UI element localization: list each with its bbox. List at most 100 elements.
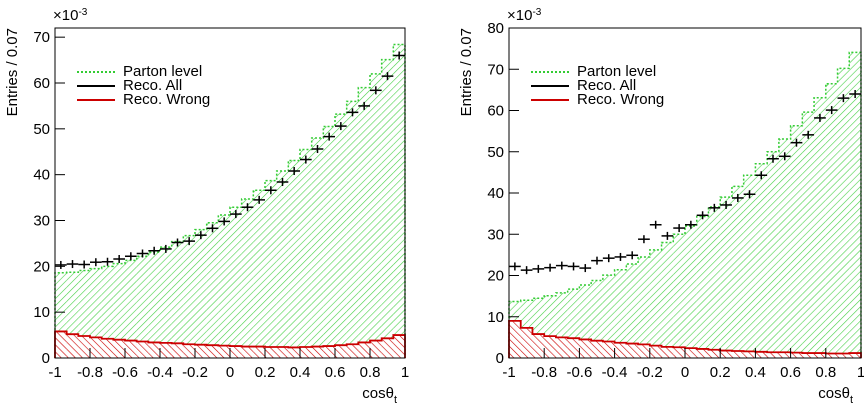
histogram-bin bbox=[230, 207, 242, 358]
x-tick-label: -0.2 bbox=[637, 364, 663, 381]
y-tick-label: 60 bbox=[33, 75, 50, 92]
histogram-bin bbox=[381, 59, 394, 358]
legend-label: Reco. All bbox=[123, 77, 182, 94]
x-tick-label: 0.6 bbox=[780, 364, 801, 381]
histogram-bin bbox=[579, 284, 592, 358]
y-tick-label: 70 bbox=[33, 29, 50, 46]
histogram-bin bbox=[136, 256, 149, 358]
histogram-bin bbox=[300, 347, 312, 358]
y-tick-label: 0 bbox=[42, 350, 50, 367]
histogram-bin bbox=[358, 342, 370, 358]
histogram-bin bbox=[720, 197, 732, 358]
histogram-bin bbox=[825, 83, 838, 358]
histogram-bin bbox=[555, 337, 568, 358]
histogram-bin bbox=[532, 298, 545, 358]
histogram-bin bbox=[288, 160, 300, 358]
histogram-bin bbox=[591, 280, 603, 358]
histogram-bin bbox=[90, 337, 102, 358]
x-axis-label: cosθt bbox=[818, 385, 853, 406]
legend-label: Parton level bbox=[123, 63, 202, 80]
histogram-bin bbox=[567, 338, 580, 358]
histogram-outline bbox=[54, 43, 406, 358]
histogram-bin bbox=[849, 353, 861, 358]
histogram-bin bbox=[311, 346, 324, 358]
x-tick-label: -0.4 bbox=[602, 364, 628, 381]
histogram-outline bbox=[54, 330, 406, 358]
histogram-bin bbox=[602, 275, 615, 358]
histogram-bin bbox=[55, 331, 67, 358]
histogram-bin bbox=[183, 235, 195, 358]
histogram-bin bbox=[708, 349, 721, 358]
histogram-bin bbox=[638, 256, 650, 358]
y-tick-label: 30 bbox=[487, 226, 504, 243]
y-tick-label: 40 bbox=[487, 185, 504, 202]
y-tick-label: 0 bbox=[496, 350, 504, 367]
histogram-bin bbox=[335, 345, 347, 358]
x-tick-label: -0.6 bbox=[566, 364, 592, 381]
histogram-bin bbox=[579, 339, 592, 358]
x-tick-label: -0.6 bbox=[112, 364, 138, 381]
histogram-series bbox=[54, 43, 406, 359]
histogram-bin bbox=[323, 346, 335, 358]
histogram-bin bbox=[825, 353, 838, 358]
histogram-bin bbox=[206, 345, 219, 358]
histogram-bin bbox=[241, 198, 254, 358]
histogram-bin bbox=[649, 345, 662, 358]
histogram-bin bbox=[814, 97, 826, 359]
histogram-bin bbox=[802, 353, 815, 358]
histogram-bin bbox=[544, 295, 556, 358]
y-tick-label: 20 bbox=[33, 258, 50, 275]
x-tick-label: 0.6 bbox=[325, 364, 346, 381]
histogram-bin bbox=[206, 222, 219, 358]
legend-label: Parton level bbox=[577, 63, 656, 80]
histogram-bin bbox=[614, 269, 627, 358]
histogram-bin bbox=[241, 346, 254, 358]
histogram-bin bbox=[136, 341, 149, 358]
histogram-bin bbox=[685, 226, 697, 358]
histogram-bin bbox=[544, 336, 556, 358]
histogram-bin bbox=[731, 350, 744, 358]
histogram-bin bbox=[720, 350, 732, 358]
histogram-bin bbox=[743, 175, 756, 358]
histogram-bin bbox=[171, 343, 184, 358]
histogram-bin bbox=[696, 348, 709, 358]
x-tick-label: -1 bbox=[48, 364, 61, 381]
histogram-bin bbox=[661, 346, 674, 358]
histogram-bin bbox=[370, 73, 382, 358]
histogram-bin bbox=[300, 149, 312, 358]
y-axis-label: Entries / 0.07 bbox=[4, 28, 21, 116]
x-tick-label: 0.2 bbox=[255, 364, 276, 381]
histogram-bin bbox=[346, 101, 359, 358]
histogram-bin bbox=[276, 171, 289, 358]
y-tick-label: 50 bbox=[487, 144, 504, 161]
y-tick-label: 50 bbox=[33, 121, 50, 138]
histogram-bin bbox=[661, 242, 674, 358]
histogram-bin bbox=[755, 163, 768, 358]
histogram-bin bbox=[218, 215, 230, 358]
histogram-bin bbox=[323, 126, 335, 359]
histogram-bin bbox=[160, 247, 172, 358]
histogram-bin bbox=[755, 351, 768, 358]
histogram-bin bbox=[591, 340, 603, 358]
histogram-bin bbox=[195, 344, 207, 358]
histogram-bin bbox=[55, 272, 67, 358]
histogram-bin bbox=[66, 334, 79, 358]
histogram-bin bbox=[276, 347, 289, 358]
histogram-bin bbox=[685, 348, 697, 358]
histogram-bin bbox=[614, 342, 627, 358]
histogram-bin bbox=[78, 336, 90, 358]
histogram-bin bbox=[265, 180, 277, 358]
histogram-series bbox=[508, 51, 862, 359]
panel: 0 10 20 30 40 50 60 70 80 -1 -0.8 -0.6 -0.4 -0.2 0 0.2 0… bbox=[458, 7, 864, 406]
y-tick-label: 10 bbox=[487, 309, 504, 326]
histogram-bin bbox=[778, 352, 791, 358]
histogram-series bbox=[508, 319, 862, 358]
x-tick-label: -0.2 bbox=[182, 364, 208, 381]
histogram-bin bbox=[814, 353, 826, 358]
histogram-bin bbox=[90, 268, 102, 358]
histogram-bin bbox=[802, 112, 815, 359]
x-axis-label: cosθt bbox=[362, 385, 397, 406]
legend-label: Reco. Wrong bbox=[123, 91, 210, 108]
histogram-bin bbox=[148, 342, 160, 358]
histogram-outline bbox=[508, 319, 862, 358]
